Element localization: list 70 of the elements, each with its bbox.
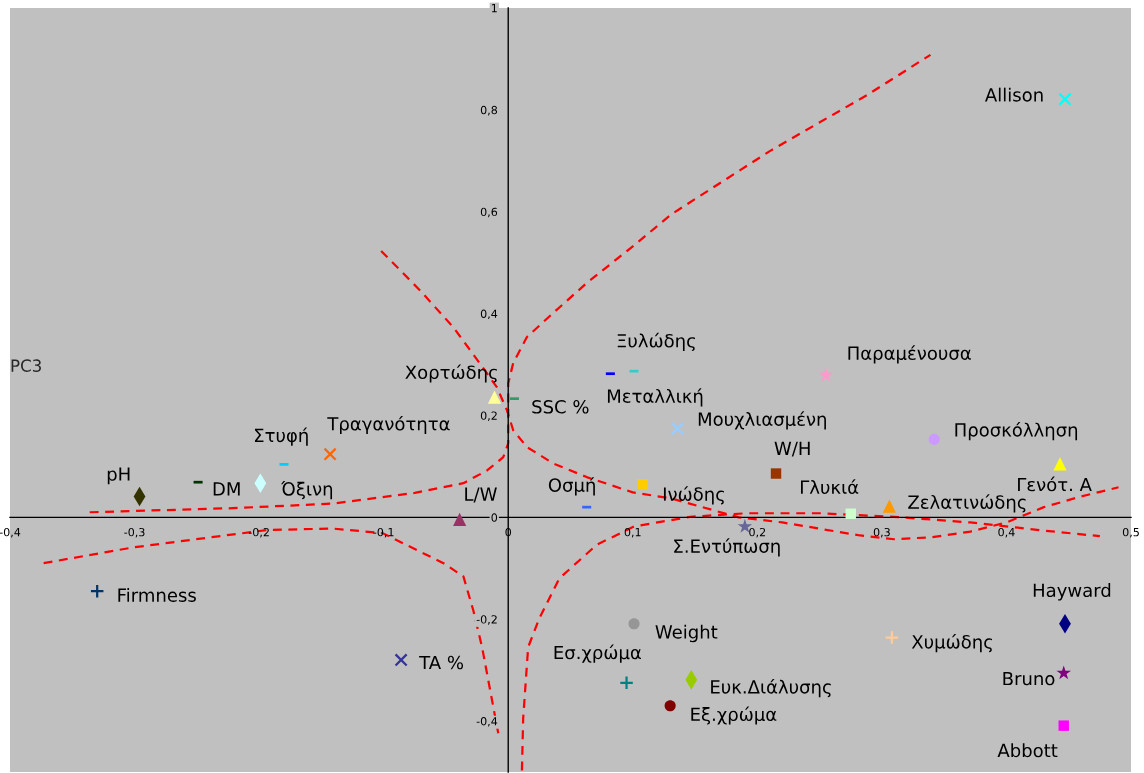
y-tick-label: 1	[491, 4, 497, 13]
x-tick-label: -0,2	[248, 527, 269, 538]
series-label: Hayward	[1033, 583, 1111, 601]
point	[664, 700, 676, 712]
series-label: Ξυλώδης	[617, 332, 695, 352]
series-label: Γλυκιά	[801, 479, 859, 495]
point	[487, 390, 502, 404]
point	[637, 479, 648, 490]
x-tick-label: -0,4	[0, 527, 21, 538]
x-tick-label: 0,2	[749, 527, 766, 538]
y-tick-label: 0,2	[480, 411, 497, 421]
series-label: Στυφή	[254, 427, 308, 446]
point	[453, 512, 467, 526]
point	[619, 675, 634, 691]
point	[770, 468, 782, 479]
point	[1058, 92, 1072, 106]
series-label: Χορτώδης	[405, 364, 497, 383]
series-label: L/W	[465, 487, 497, 503]
y-tick-label: 0	[491, 513, 498, 522]
series-label: Προσκόλληση	[955, 421, 1078, 441]
series-label: Μουχλιασμένη	[698, 411, 826, 430]
x-tick-label: 0,1	[624, 527, 641, 538]
point	[89, 583, 105, 599]
series-label: Allison	[985, 87, 1043, 102]
series-label: Παραμένουσα	[848, 345, 971, 364]
y-axis-title: PC3	[11, 359, 41, 372]
x-tick-label: 0,5	[1122, 527, 1139, 538]
point	[1058, 720, 1069, 731]
series-label: Ζελατινώδης	[908, 494, 1026, 513]
point	[1053, 457, 1067, 471]
line-series	[42, 527, 500, 735]
series-label: Εξ.χρώμα	[691, 706, 777, 725]
series-label: Weight	[655, 624, 718, 643]
series-label: Γενότ. A	[1018, 476, 1092, 492]
series-label: Abbott	[997, 743, 1058, 758]
series-label: Όξινη	[281, 481, 333, 500]
series-label: Οσμή	[548, 477, 595, 496]
y-tick-label: -0,4	[476, 717, 498, 727]
x-tick-label: 0,3	[873, 527, 890, 538]
series-label: Firmness	[118, 588, 196, 602]
y-tick-label: -0,2	[476, 615, 497, 625]
series-label: Σ.Εντύπωση	[674, 538, 780, 557]
series-label: DM	[213, 482, 240, 496]
x-tick-label: -0,1	[373, 527, 394, 538]
point	[323, 447, 337, 461]
series-label: TA %	[419, 655, 464, 670]
series-label: pH	[107, 467, 130, 485]
x-tick-label: 0,4	[998, 527, 1015, 538]
series-label: Χυμώδης	[911, 633, 993, 653]
point	[1056, 665, 1072, 680]
series-label: Ευκ.Διάλυσης	[711, 679, 831, 698]
point	[628, 618, 640, 630]
point	[818, 367, 834, 382]
series-label: Τραγανότητα	[327, 415, 450, 435]
point	[845, 508, 856, 519]
series-label: Bruno	[1003, 671, 1055, 686]
point	[884, 630, 900, 645]
series-label: SSC %	[532, 399, 589, 414]
series-label: W/H	[774, 441, 810, 457]
y-tick-label: 0,6	[480, 207, 498, 218]
point	[670, 422, 685, 436]
y-tick-label: 0,8	[480, 105, 498, 116]
y-tick-label: 0,4	[480, 309, 498, 320]
series-label: Ινώδης	[663, 486, 725, 505]
series-label: Εσ.χρώμα	[554, 644, 641, 663]
x-tick-label: -0,3	[124, 527, 145, 538]
point	[928, 433, 940, 445]
point	[394, 653, 408, 667]
point	[882, 499, 896, 513]
series-label: Μεταλλική	[607, 388, 703, 407]
